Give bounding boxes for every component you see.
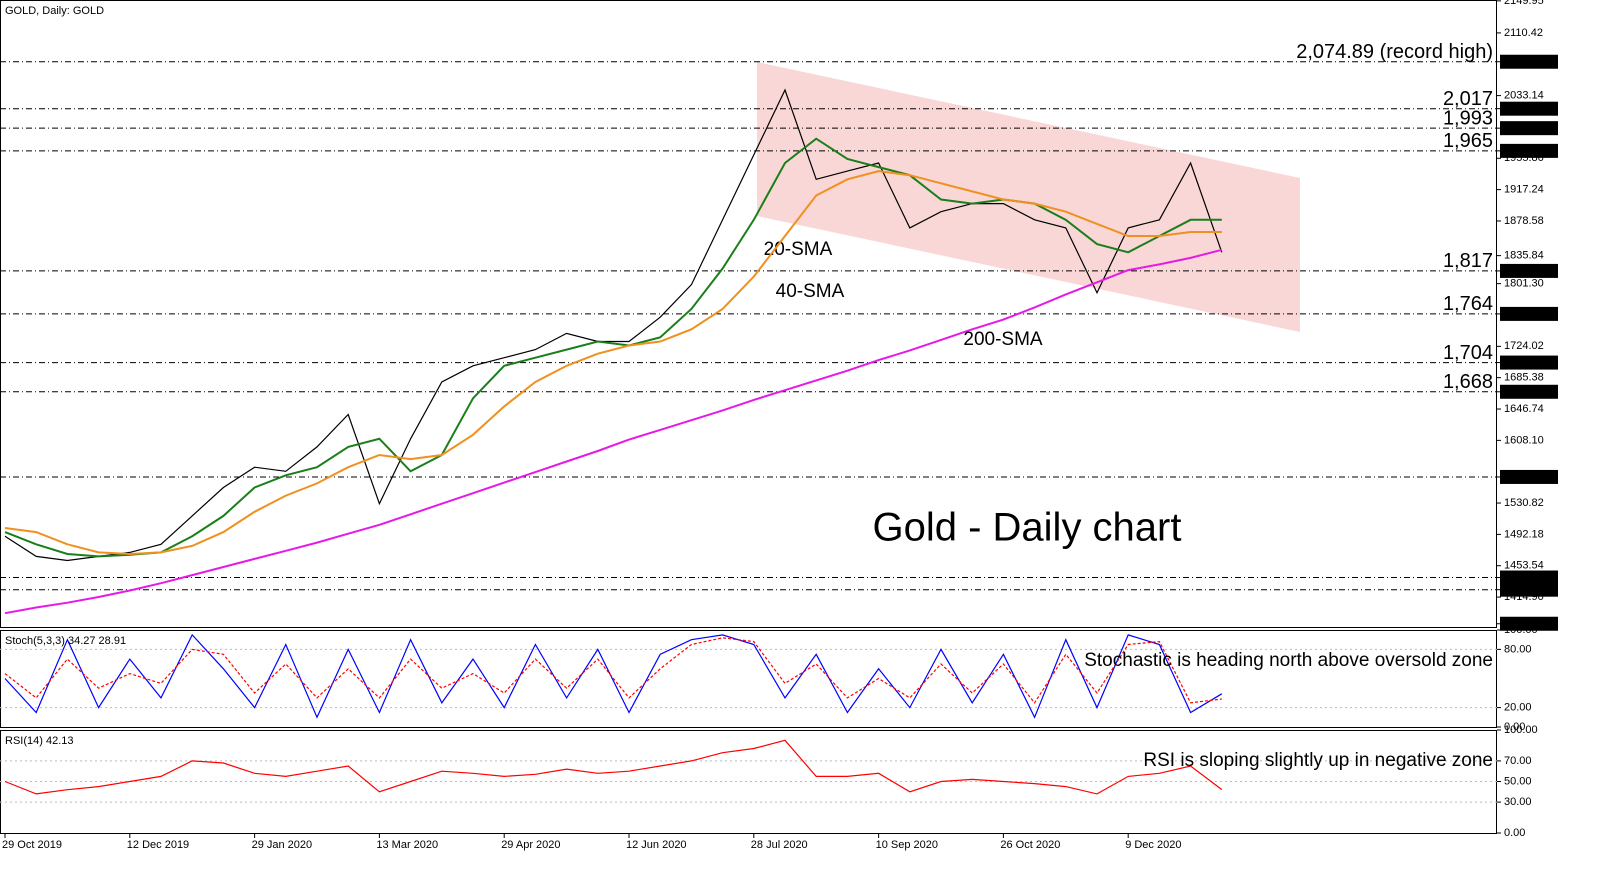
y-tick-label: 20.00 [1504,702,1532,714]
level-label: 1,817 [1443,250,1493,272]
y-tick-label: 1993.00 [1504,122,1544,134]
y-tick-label: 2149.95 [1504,0,1544,7]
level-label: 2,017 [1443,88,1493,110]
level-label: 1,704 [1443,342,1493,364]
stoch-panel-frame [0,630,1497,728]
y-tick-label: 1646.74 [1504,403,1544,415]
level-label: 1,668 [1443,371,1493,393]
price-box [1500,384,1558,399]
price-box [1500,306,1558,321]
price-box [1500,570,1558,585]
y-tick-label: 2017.00 [1504,103,1544,115]
x-tick-label: 13 Mar 2020 [376,839,438,851]
y-tick-label: 1965.00 [1504,145,1544,157]
y-tick-label: 30.00 [1504,796,1532,808]
y-tick-label: 1704.00 [1504,356,1544,368]
y-tick-label: 1424.00 [1504,584,1544,596]
price-box [1500,355,1558,370]
series-line [4,248,1223,615]
price-box [1500,101,1558,116]
y-tick-label: 1817.00 [1504,265,1544,277]
x-tick-label: 12 Jun 2020 [626,839,687,851]
y-tick-label: 1414.90 [1504,591,1544,603]
level-label: 1,993 [1443,107,1493,129]
y-tick-label: 0.00 [1504,827,1525,839]
x-tick-label: 9 Dec 2020 [1125,839,1181,851]
x-tick-label: 29 Apr 2020 [501,839,560,851]
y-tick-label: 1801.30 [1504,278,1544,290]
y-tick-label: 1835.84 [1504,250,1544,262]
x-tick-label: 10 Sep 2020 [876,839,938,851]
y-tick-label: 70.00 [1504,755,1532,767]
price-box [1500,469,1558,484]
y-tick-label: 100.00 [1504,624,1538,636]
level-label: 1,965 [1443,130,1493,152]
price-box [1500,263,1558,278]
y-tick-label: 2110.42 [1504,27,1543,39]
y-tick-label: 100.00 [1504,724,1538,736]
y-tick-label: 1668.00 [1504,386,1544,398]
panel-title: GOLD, Daily: GOLD [5,5,104,17]
y-tick-label: 2074.89 [1504,56,1544,68]
x-tick-label: 29 Oct 2019 [2,839,62,851]
panel-title: RSI(14) 42.13 [5,735,73,747]
panel-title: Stoch(5,3,3) 34.27 28.91 [5,635,126,647]
y-tick-label: 1955.86 [1504,152,1544,164]
y-tick-label: 1439.00 [1504,571,1544,583]
price-box [1500,582,1558,597]
series-line [4,88,1223,562]
y-tick-label: 2033.14 [1504,90,1544,102]
y-tick-label: 1382.00 [1504,618,1544,630]
x-tick-label: 12 Dec 2019 [127,839,189,851]
y-tick-label: 0.00 [1504,721,1525,733]
series-line [4,637,1222,704]
y-tick-label: 1685.38 [1504,372,1544,384]
price-box [1500,616,1558,631]
level-label: 1,764 [1443,293,1493,315]
y-tick-label: 80.00 [1504,643,1532,655]
x-tick-label: 26 Oct 2020 [1000,839,1060,851]
chart-annotation: Gold - Daily chart [873,506,1182,550]
y-tick-label: 1878.58 [1504,215,1544,227]
y-tick-label: 1453.54 [1504,560,1544,572]
series-label: 200-SMA [963,329,1043,350]
series-line [4,170,1222,556]
price-box [1500,54,1558,69]
series-line [4,739,1223,795]
y-tick-label: 1764.00 [1504,308,1544,320]
series-label: 40-SMA [776,281,845,302]
x-tick-label: 28 Jul 2020 [751,839,808,851]
y-tick-label: 1530.82 [1504,497,1544,509]
y-tick-label: 1492.18 [1504,528,1544,540]
y-tick-label: 1563.00 [1504,471,1544,483]
x-tick-label: 29 Jan 2020 [252,839,313,851]
price-box [1500,121,1558,136]
y-tick-label: 1917.24 [1504,184,1544,196]
y-tick-label: 1608.10 [1504,434,1544,446]
price-channel [757,62,1300,332]
panel-annotation: Stochastic is heading north above overso… [1084,650,1493,671]
y-tick-label: 1724.02 [1504,340,1544,352]
y-tick-label: 50.00 [1504,775,1532,787]
series-label: 20-SMA [764,239,833,260]
price-box [1500,143,1558,158]
level-label: 2,074.89 (record high) [1296,41,1493,63]
panel-annotation: RSI is sloping slightly up in negative z… [1143,750,1493,771]
